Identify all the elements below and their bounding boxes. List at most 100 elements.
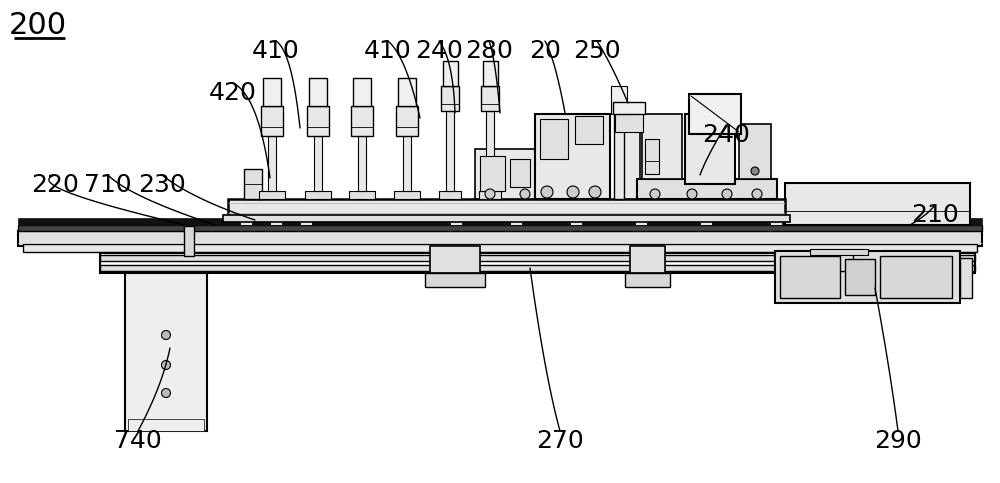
Bar bbox=[18, 218, 982, 225]
Bar bbox=[441, 86, 459, 111]
Bar bbox=[608, 200, 662, 218]
Bar bbox=[305, 191, 331, 199]
Text: 210: 210 bbox=[911, 203, 959, 227]
Bar bbox=[475, 149, 540, 199]
Bar bbox=[845, 259, 875, 295]
Bar bbox=[430, 246, 480, 273]
Bar bbox=[700, 217, 712, 225]
Bar bbox=[425, 273, 485, 287]
Text: 740: 740 bbox=[114, 429, 162, 453]
Bar bbox=[739, 124, 771, 179]
Bar bbox=[960, 258, 972, 298]
Bar bbox=[685, 114, 735, 184]
Bar bbox=[540, 119, 568, 159]
Circle shape bbox=[162, 330, 171, 340]
Circle shape bbox=[752, 189, 762, 199]
Bar bbox=[128, 419, 204, 431]
Circle shape bbox=[520, 189, 530, 199]
Circle shape bbox=[162, 388, 171, 398]
Bar bbox=[314, 136, 322, 191]
Bar bbox=[689, 94, 741, 134]
Text: 280: 280 bbox=[465, 39, 513, 63]
Text: 220: 220 bbox=[31, 173, 79, 197]
Text: 410: 410 bbox=[252, 39, 300, 63]
Text: 240: 240 bbox=[415, 39, 463, 63]
Bar bbox=[613, 102, 645, 114]
Bar bbox=[600, 200, 670, 218]
Circle shape bbox=[687, 189, 697, 199]
Bar bbox=[270, 217, 282, 225]
Bar bbox=[353, 78, 371, 106]
Bar bbox=[810, 249, 868, 255]
Bar bbox=[645, 139, 659, 174]
Bar bbox=[486, 111, 494, 191]
Bar bbox=[100, 265, 975, 271]
Bar bbox=[642, 114, 682, 179]
Bar bbox=[880, 256, 952, 298]
Bar bbox=[100, 253, 975, 273]
Bar bbox=[446, 111, 454, 191]
Bar bbox=[483, 61, 498, 86]
Bar bbox=[18, 231, 982, 246]
Bar bbox=[825, 251, 853, 271]
Bar bbox=[240, 217, 252, 225]
Bar bbox=[261, 106, 283, 136]
Bar bbox=[770, 217, 782, 225]
Bar bbox=[23, 244, 977, 252]
Bar bbox=[268, 136, 276, 191]
Bar bbox=[184, 226, 194, 256]
Circle shape bbox=[722, 189, 732, 199]
Bar bbox=[263, 78, 281, 106]
Bar bbox=[635, 217, 647, 225]
Bar bbox=[307, 106, 329, 136]
Bar bbox=[630, 246, 665, 273]
Bar bbox=[403, 136, 411, 191]
Bar bbox=[100, 255, 975, 261]
Bar bbox=[297, 200, 367, 218]
Text: 410: 410 bbox=[364, 39, 412, 63]
Bar bbox=[305, 200, 359, 218]
Bar bbox=[480, 156, 505, 191]
Bar bbox=[637, 179, 777, 199]
Bar bbox=[349, 191, 375, 199]
Circle shape bbox=[567, 186, 579, 198]
Bar bbox=[228, 199, 785, 217]
Text: 420: 420 bbox=[209, 81, 257, 105]
Circle shape bbox=[589, 186, 601, 198]
Bar bbox=[618, 104, 640, 199]
Bar bbox=[570, 217, 582, 225]
Bar bbox=[244, 169, 262, 199]
Bar bbox=[510, 159, 530, 187]
Bar bbox=[394, 191, 420, 199]
Bar bbox=[614, 89, 624, 199]
Bar bbox=[775, 251, 960, 303]
Bar bbox=[780, 256, 840, 298]
Bar bbox=[358, 136, 366, 191]
Bar bbox=[309, 78, 327, 106]
Bar bbox=[223, 215, 790, 222]
Bar bbox=[439, 191, 461, 199]
Circle shape bbox=[162, 360, 171, 369]
Text: 240: 240 bbox=[702, 123, 750, 147]
Text: 230: 230 bbox=[138, 173, 186, 197]
Circle shape bbox=[541, 186, 553, 198]
Bar bbox=[125, 273, 207, 431]
Text: 250: 250 bbox=[573, 39, 621, 63]
Bar bbox=[575, 116, 603, 144]
Text: 290: 290 bbox=[874, 429, 922, 453]
Bar bbox=[351, 106, 373, 136]
Text: 270: 270 bbox=[536, 429, 584, 453]
Bar bbox=[300, 217, 312, 225]
Circle shape bbox=[751, 167, 759, 175]
Circle shape bbox=[485, 189, 495, 199]
Bar bbox=[785, 183, 970, 225]
Text: 20: 20 bbox=[529, 39, 561, 63]
Bar bbox=[481, 86, 499, 111]
Bar bbox=[625, 273, 670, 287]
Bar bbox=[450, 217, 462, 225]
Bar bbox=[510, 217, 522, 225]
Bar bbox=[443, 61, 458, 86]
Circle shape bbox=[650, 189, 660, 199]
Bar bbox=[259, 191, 285, 199]
Bar bbox=[479, 191, 501, 199]
